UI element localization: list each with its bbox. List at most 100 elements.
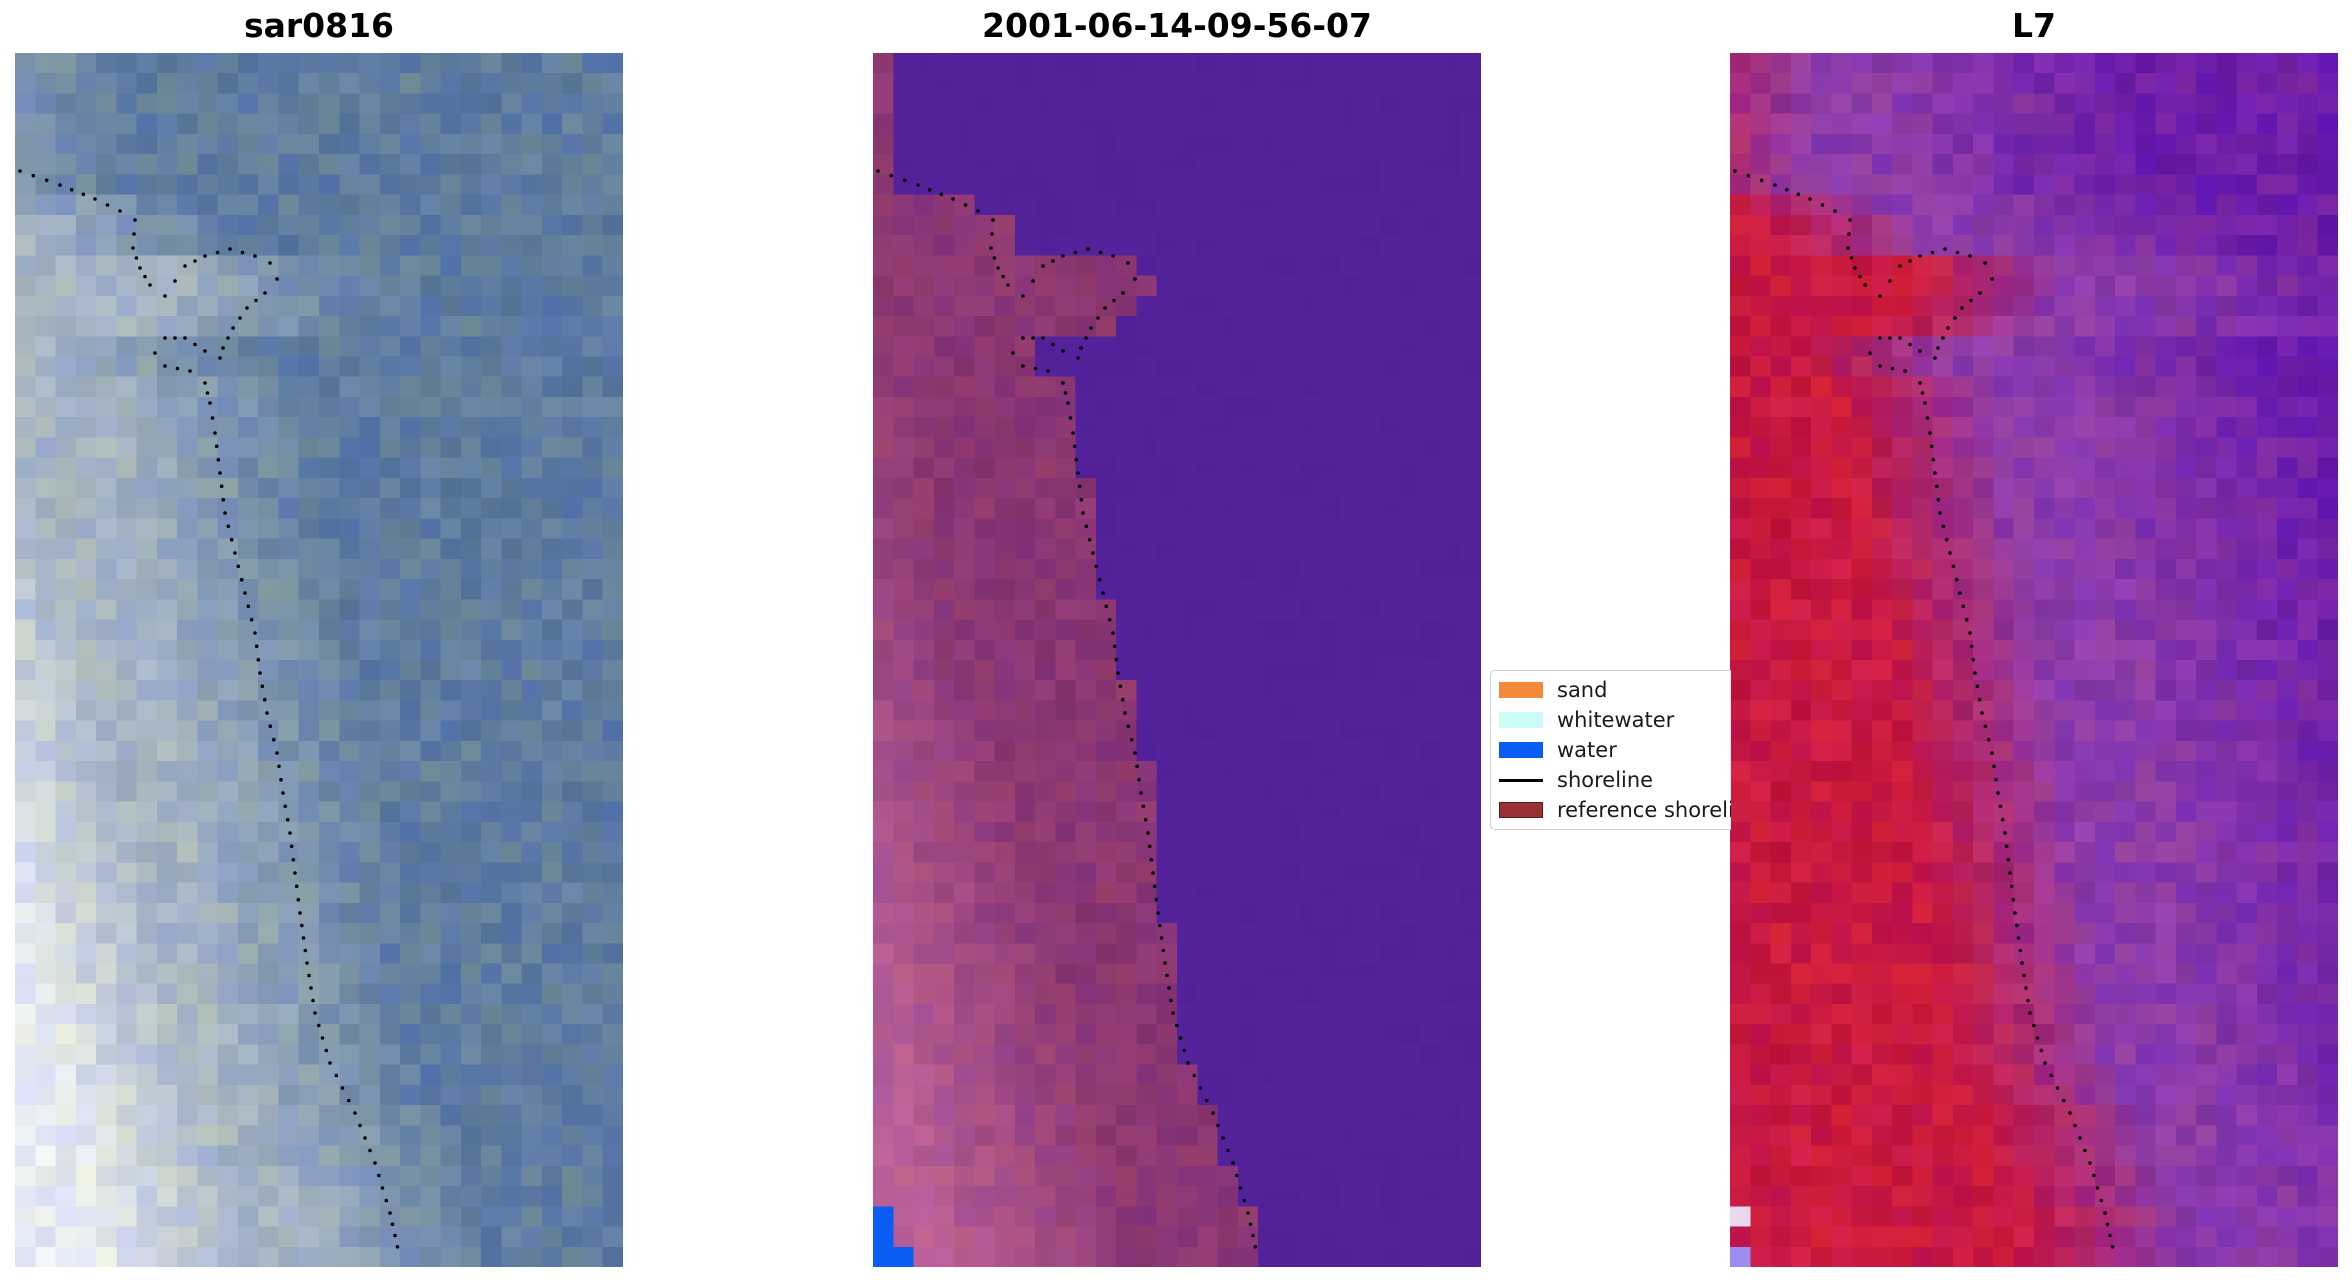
shoreline-point xyxy=(1238,1186,1243,1190)
shoreline-point xyxy=(2028,1011,2032,1015)
shoreline-point xyxy=(2013,911,2017,915)
shoreline-point xyxy=(301,936,306,940)
shoreline-point xyxy=(1242,1198,1247,1203)
shoreline-point xyxy=(288,831,292,835)
shoreline-point xyxy=(253,631,257,635)
shoreline-point xyxy=(1159,936,1164,940)
shoreline-point xyxy=(1920,391,1925,395)
shoreline-point xyxy=(256,657,261,662)
shoreline-overlay xyxy=(1733,169,2115,1249)
shoreline-point xyxy=(1063,391,1068,395)
shoreline-point xyxy=(163,294,167,298)
shoreline-point xyxy=(1849,256,1854,260)
shoreline-point xyxy=(118,209,122,213)
shoreline-point xyxy=(2016,936,2021,940)
shoreline-point xyxy=(246,604,251,609)
shoreline-point xyxy=(1253,1245,1258,1249)
shoreline-point xyxy=(1112,298,1116,303)
shoreline-point xyxy=(193,259,197,263)
shoreline-point xyxy=(990,232,994,236)
shoreline-point xyxy=(1116,671,1120,675)
shoreline-point xyxy=(2004,844,2009,849)
shoreline-point xyxy=(1878,364,1882,368)
shoreline-point xyxy=(289,844,294,849)
shoreline-point xyxy=(283,804,288,809)
shoreline-point xyxy=(1123,711,1127,715)
shoreline-point xyxy=(1031,279,1035,283)
rgb-image xyxy=(15,53,623,1267)
shoreline-point xyxy=(1908,342,1912,347)
shoreline-point xyxy=(221,346,225,350)
shoreline-point xyxy=(1878,294,1882,298)
shoreline-point xyxy=(31,173,36,178)
shoreline-point xyxy=(203,349,207,353)
shoreline-point xyxy=(1746,173,1751,178)
shoreline-point xyxy=(902,178,907,183)
shoreline-point xyxy=(218,471,222,475)
shoreline-point xyxy=(1111,631,1115,635)
shoreline-point xyxy=(1061,254,1065,258)
shoreline-point xyxy=(1175,1023,1179,1028)
shoreline-point xyxy=(1863,283,1867,287)
shoreline-point xyxy=(1133,751,1137,755)
shoreline-point xyxy=(1151,871,1155,875)
shoreline-point xyxy=(320,1036,325,1040)
shoreline-point xyxy=(1061,349,1065,353)
shoreline-point xyxy=(226,524,231,529)
shoreline-point xyxy=(1041,336,1045,340)
shoreline-point xyxy=(188,369,192,373)
shoreline-point xyxy=(1041,264,1045,268)
shoreline-point xyxy=(1888,279,1892,283)
shoreline-point xyxy=(1846,246,1850,250)
shoreline-point xyxy=(1031,336,1035,340)
shoreline-point xyxy=(175,366,180,371)
shoreline-point xyxy=(210,416,215,420)
shoreline-point xyxy=(208,401,212,405)
shoreline-point xyxy=(1248,1222,1253,1227)
shoreline-point xyxy=(976,209,980,213)
shoreline-point xyxy=(1973,671,1977,675)
shoreline-point xyxy=(324,1048,329,1053)
shoreline-point xyxy=(1149,857,1154,862)
shoreline-point xyxy=(2105,1222,2110,1227)
shoreline-point xyxy=(203,381,207,385)
shoreline-point xyxy=(226,336,230,340)
shoreline-point xyxy=(2008,871,2012,875)
shoreline-point xyxy=(1954,577,1959,582)
shoreline-point xyxy=(1129,737,1134,742)
shoreline-point xyxy=(377,1173,381,1178)
shoreline-point xyxy=(1858,274,1862,279)
shoreline-point xyxy=(1084,524,1089,529)
shoreline-point xyxy=(1847,232,1851,236)
shoreline-point xyxy=(390,1222,395,1227)
shoreline-point xyxy=(334,1073,339,1078)
shoreline-point xyxy=(1066,401,1070,405)
shoreline-point xyxy=(2043,1061,2047,1065)
shoreline-point xyxy=(1077,484,1082,489)
shoreline-point xyxy=(2083,1148,2087,1153)
shoreline-point xyxy=(281,791,285,795)
shoreline-point xyxy=(1808,197,1812,201)
shoreline-point xyxy=(1141,804,1146,809)
shoreline-point xyxy=(1118,684,1123,689)
shoreline-point xyxy=(368,1148,372,1153)
shoreline-point xyxy=(889,173,894,178)
shoreline-point xyxy=(1079,346,1083,350)
legend-item-sand: sand xyxy=(1491,675,1731,705)
rgb-image-panel xyxy=(15,53,623,1267)
legend-item-reference-shoreline: reference shoreline xyxy=(1491,795,1731,825)
shoreline-point xyxy=(1051,342,1055,347)
shoreline-point xyxy=(2015,923,2019,928)
shoreline-point xyxy=(1898,264,1902,268)
shoreline-point xyxy=(1135,764,1139,769)
shoreline-point xyxy=(203,254,207,258)
shoreline-point xyxy=(231,326,235,330)
shoreline-point xyxy=(1161,948,1166,953)
shoreline-point xyxy=(275,277,279,281)
shoreline-point xyxy=(1216,1123,1220,1128)
shoreline-point xyxy=(233,551,237,555)
shoreline-point xyxy=(1961,604,1966,609)
shoreline-point xyxy=(1941,524,1946,529)
shoreline-point xyxy=(1198,1086,1203,1090)
shoreline-point xyxy=(395,1245,400,1249)
